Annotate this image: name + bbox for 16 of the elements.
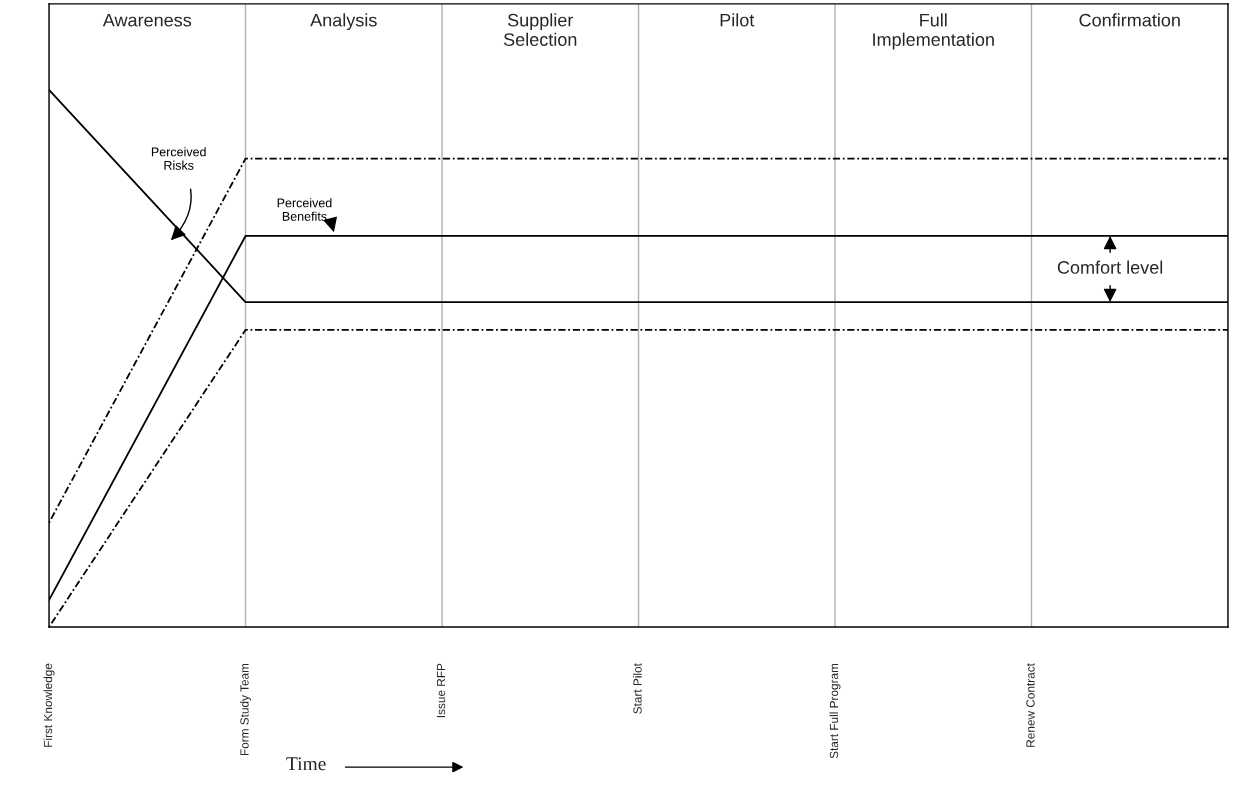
series-label: Perceived Risks (151, 147, 206, 170)
text: Supplier Selection (503, 13, 577, 46)
text: Full Implementation (873, 13, 994, 50)
x-tick-label: Renew Contract (1026, 663, 1035, 747)
x-tick-label: Start Pilot (633, 663, 642, 714)
text: Confirmation (1079, 13, 1180, 27)
series-label: Perceived Benefits (277, 198, 332, 221)
x-tick-label: Form Study Team (240, 663, 252, 756)
text: Analysis (310, 13, 377, 31)
x-axis-title: Time (286, 757, 326, 771)
x-tick-label: Start Full Program (829, 663, 841, 759)
text: Awareness (102, 13, 192, 27)
x-tick-label: First Knowledge (43, 663, 55, 747)
text: Pilot (720, 13, 755, 27)
annotation: Comfort level (1057, 260, 1163, 274)
x-tick-label: Issue RFP (436, 663, 446, 718)
